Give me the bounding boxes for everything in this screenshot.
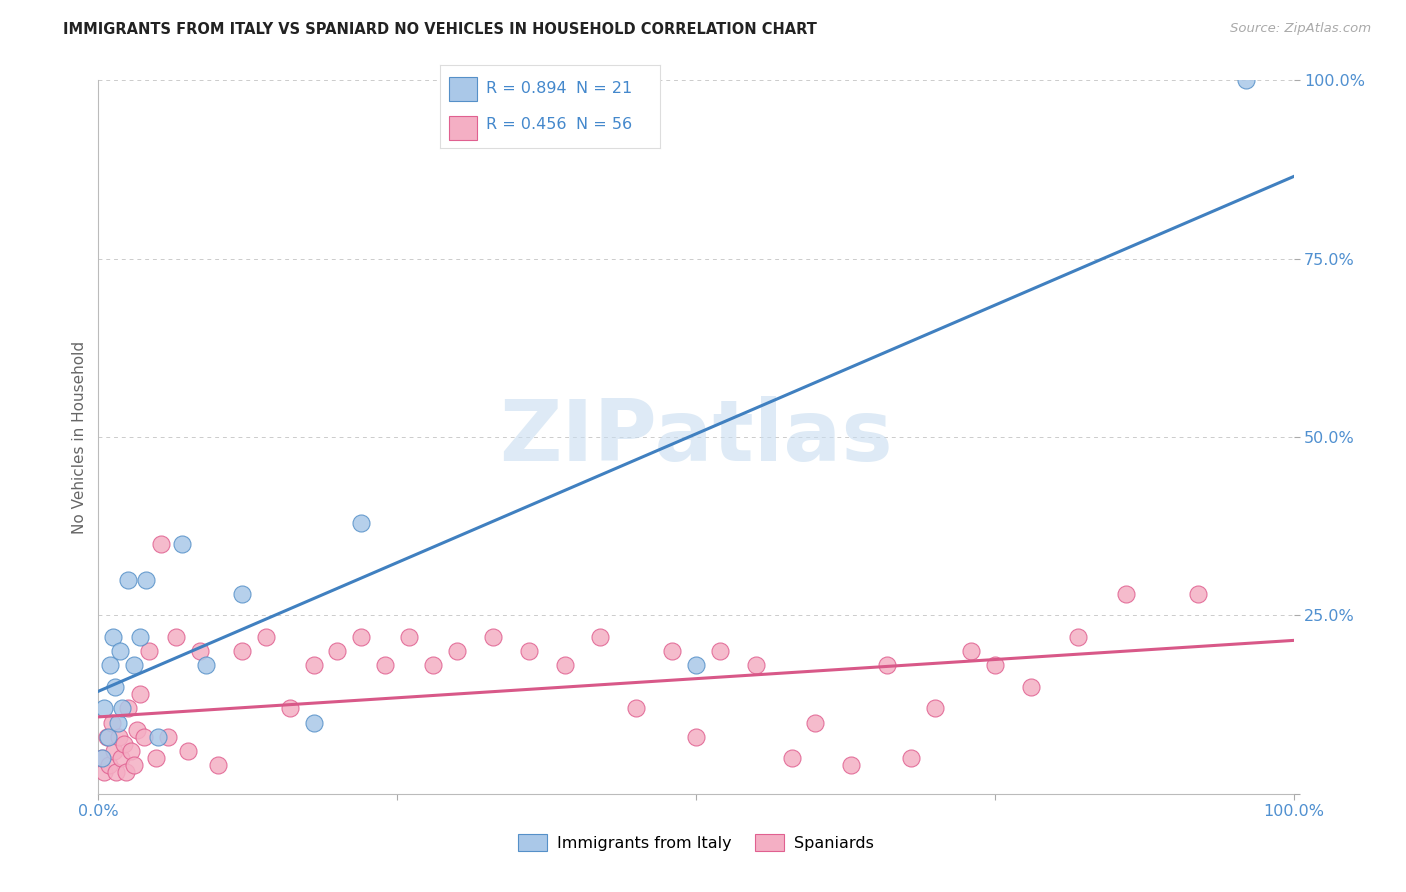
- Point: [177, 744, 200, 758]
- Point: [745, 658, 768, 673]
- Point: [172, 537, 194, 551]
- Point: [302, 658, 325, 673]
- Point: [278, 701, 301, 715]
- Text: R = 0.894: R = 0.894: [486, 81, 567, 95]
- Point: [841, 758, 863, 772]
- Point: [517, 644, 540, 658]
- Point: [103, 744, 125, 758]
- Point: [124, 658, 146, 673]
- Point: [129, 630, 152, 644]
- Point: [924, 701, 946, 715]
- Point: [129, 687, 152, 701]
- Point: [661, 644, 683, 658]
- Point: [138, 644, 160, 658]
- Point: [135, 573, 157, 587]
- Point: [422, 658, 444, 673]
- Point: [1115, 587, 1137, 601]
- Point: [780, 751, 803, 765]
- Point: [876, 658, 898, 673]
- Point: [132, 730, 155, 744]
- Point: [446, 644, 468, 658]
- Point: [104, 680, 127, 694]
- Point: [685, 730, 707, 744]
- Point: [165, 630, 187, 644]
- Point: [110, 751, 132, 765]
- Point: [350, 516, 373, 530]
- Point: [326, 644, 349, 658]
- Point: [125, 723, 148, 737]
- Point: [93, 765, 115, 780]
- Point: [1019, 680, 1042, 694]
- Point: [350, 630, 373, 644]
- Point: [108, 644, 131, 658]
- Point: [120, 744, 142, 758]
- Point: [231, 644, 253, 658]
- Point: [1234, 73, 1257, 87]
- Point: [374, 658, 396, 673]
- Point: [107, 730, 129, 744]
- Point: [111, 701, 134, 715]
- Point: [105, 765, 128, 780]
- Point: [398, 630, 420, 644]
- Point: [188, 644, 211, 658]
- Text: ZIPatlas: ZIPatlas: [499, 395, 893, 479]
- Point: [101, 630, 124, 644]
- Point: [124, 758, 146, 772]
- Text: R = 0.456: R = 0.456: [486, 117, 567, 132]
- FancyBboxPatch shape: [449, 78, 478, 101]
- Point: [482, 630, 505, 644]
- Point: [984, 658, 1007, 673]
- Point: [626, 701, 648, 715]
- Point: [107, 715, 129, 730]
- FancyBboxPatch shape: [449, 117, 478, 140]
- Point: [685, 658, 707, 673]
- Point: [589, 630, 612, 644]
- Point: [98, 658, 122, 673]
- Point: [1067, 630, 1090, 644]
- Point: [804, 715, 827, 730]
- Text: Source: ZipAtlas.com: Source: ZipAtlas.com: [1230, 22, 1371, 36]
- Legend: Immigrants from Italy, Spaniards: Immigrants from Italy, Spaniards: [512, 828, 880, 857]
- Point: [960, 644, 983, 658]
- Text: IMMIGRANTS FROM ITALY VS SPANIARD NO VEHICLES IN HOUSEHOLD CORRELATION CHART: IMMIGRANTS FROM ITALY VS SPANIARD NO VEH…: [63, 22, 817, 37]
- Text: N = 21: N = 21: [576, 81, 633, 95]
- Point: [93, 701, 115, 715]
- Point: [145, 751, 167, 765]
- Point: [117, 701, 139, 715]
- Point: [554, 658, 576, 673]
- Point: [709, 644, 731, 658]
- Point: [91, 751, 114, 765]
- Point: [117, 573, 139, 587]
- Point: [1187, 587, 1209, 601]
- Point: [207, 758, 229, 772]
- Point: [302, 715, 325, 730]
- Text: N = 56: N = 56: [576, 117, 633, 132]
- Point: [231, 587, 253, 601]
- Point: [148, 730, 170, 744]
- Point: [112, 737, 135, 751]
- Point: [156, 730, 179, 744]
- Y-axis label: No Vehicles in Household: No Vehicles in Household: [72, 341, 87, 533]
- Point: [900, 751, 922, 765]
- Point: [98, 758, 121, 772]
- Point: [149, 537, 172, 551]
- Point: [97, 730, 120, 744]
- Point: [96, 730, 118, 744]
- Point: [254, 630, 277, 644]
- Point: [115, 765, 138, 780]
- Point: [91, 751, 114, 765]
- Point: [195, 658, 218, 673]
- Point: [100, 715, 122, 730]
